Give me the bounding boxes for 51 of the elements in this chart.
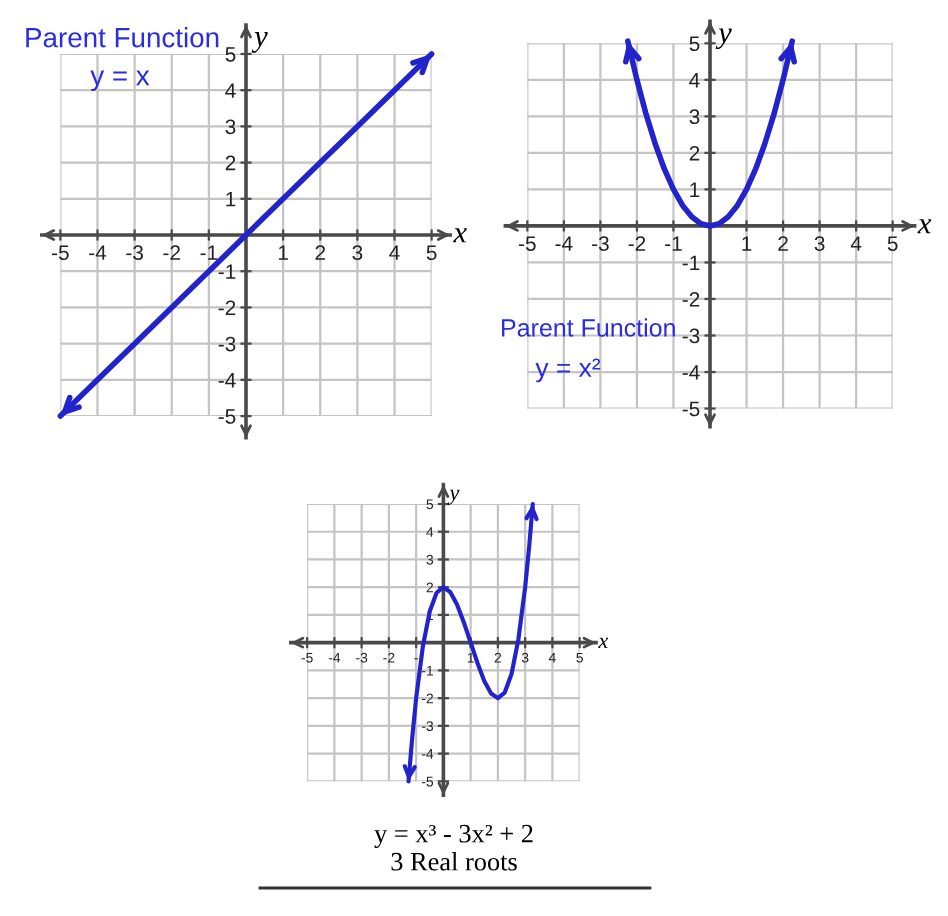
text: y = x²	[535, 358, 601, 383]
y-tick-label: -4	[218, 373, 236, 388]
y-tick-label: 2	[689, 145, 700, 161]
y-tick-label: -3	[682, 328, 700, 344]
x-tick-label: -5	[518, 236, 536, 251]
y-axis-title: y	[447, 489, 460, 505]
y-tick-label: -5	[682, 401, 700, 417]
x-axis-title: x	[917, 219, 932, 234]
x-tick-label: 3	[814, 236, 825, 251]
y-tick-label: -1	[218, 264, 236, 279]
y-tick-label: 5	[689, 36, 700, 52]
x-tick-label: 2	[778, 236, 788, 251]
x-tick-label: -1	[665, 236, 682, 251]
y-axis-title: y	[715, 28, 732, 50]
text: 3 Real roots	[391, 852, 517, 871]
x-tick-label: -1	[200, 245, 218, 260]
x-tick-label: 1	[278, 245, 288, 260]
y-tick-label: -3	[218, 336, 236, 352]
x-tick-label: -3	[592, 236, 609, 251]
text: y = x³ - 3x² + 2	[374, 824, 533, 848]
y-tick-label: 4	[225, 83, 236, 98]
x-tick-label: 1	[742, 236, 752, 251]
y-tick-label: 1	[690, 182, 700, 197]
y-tick-label: 3	[225, 119, 236, 135]
y-tick-label: 2	[225, 155, 236, 171]
y-tick-label: -2	[682, 291, 700, 307]
y-axis-title: y	[251, 32, 268, 53]
y-tick-label: 3	[689, 109, 700, 125]
x-tick-label: -3	[126, 245, 143, 261]
x-tick-label: -4	[555, 236, 573, 251]
x-tick-label: 4	[389, 245, 400, 260]
y-tick-label: -5	[218, 409, 236, 424]
x-axis-title: x	[598, 637, 609, 649]
text: Parent Function	[502, 318, 675, 337]
x-axis-title: x	[453, 228, 467, 243]
y-tick-label: 5	[225, 47, 236, 62]
x-tick-label: -4	[89, 245, 107, 260]
x-tick-label: -2	[628, 236, 646, 251]
chart-title: Parent Function	[26, 27, 219, 48]
x-tick-label: 3	[352, 245, 363, 261]
text: y = x	[90, 70, 150, 91]
y-tick-label: 4	[689, 73, 700, 88]
x-tick-label: 4	[850, 236, 862, 251]
x-tick-label: 2	[315, 245, 325, 260]
x-tick-label: 5	[887, 236, 898, 251]
x-tick-label: -2	[163, 245, 180, 260]
y-tick-label: 1	[226, 192, 236, 207]
y-tick-label: -4	[682, 365, 700, 380]
line-series	[406, 501, 535, 784]
x-tick-label: -5	[52, 245, 69, 261]
y-tick-label: -2	[218, 300, 236, 315]
